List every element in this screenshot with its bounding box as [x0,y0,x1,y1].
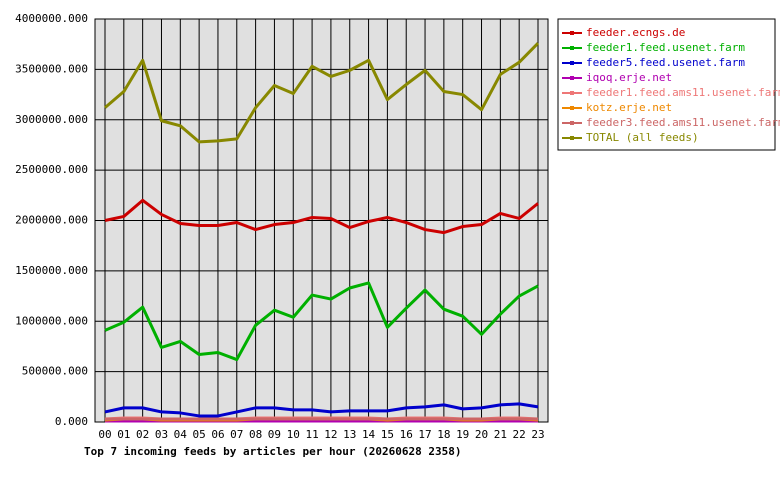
x-tick-label: 08 [249,428,262,441]
y-tick-label: 3500000.000 [15,62,88,75]
y-tick-label: 3000000.000 [15,113,88,126]
x-tick-label: 16 [400,428,413,441]
legend-label: feeder1.feed.usenet.farm [586,41,745,54]
x-tick-label: 06 [211,428,224,441]
x-tick-label: 07 [230,428,243,441]
legend-label: kotz.erje.net [586,101,672,114]
x-tick-label: 23 [531,428,544,441]
legend-marker [570,31,574,35]
legend-label: feeder5.feed.usenet.farm [586,56,745,69]
legend-label: iqoq.erje.net [586,71,672,84]
legend-marker [570,136,574,140]
x-tick-label: 21 [494,428,507,441]
y-tick-label: 0.000 [55,415,88,428]
x-tick-label: 09 [268,428,281,441]
x-tick-label: 02 [136,428,149,441]
x-tick-label: 20 [475,428,488,441]
legend-marker [570,91,574,95]
y-tick-label: 1000000.000 [15,314,88,327]
x-tick-label: 14 [362,428,376,441]
y-tick-label: 2500000.000 [15,163,88,176]
y-tick-label: 1500000.000 [15,264,88,277]
x-tick-label: 18 [437,428,450,441]
x-tick-label: 00 [98,428,111,441]
x-tick-label: 04 [174,428,188,441]
y-tick-label: 2000000.000 [15,214,88,227]
y-tick-label: 500000.000 [22,365,88,378]
x-tick-label: 13 [343,428,356,441]
legend-marker [570,76,574,80]
x-tick-label: 05 [193,428,206,441]
legend-label: TOTAL (all feeds) [586,131,699,144]
legend-label: feeder.ecngs.de [586,26,685,39]
legend-box [557,18,776,151]
series-line [104,281,539,362]
series-line [104,42,540,144]
x-tick-label: 15 [381,428,394,441]
legend-label: feeder3.feed.ams11.usenet.farm [586,116,780,129]
x-tick-label: 17 [418,428,431,441]
legend-marker [570,61,574,65]
y-tick-label: 4000000.000 [15,12,88,25]
x-tick-label: 10 [287,428,300,441]
x-tick-label: 22 [513,428,526,441]
x-tick-label: 11 [305,428,318,441]
x-tick-label: 03 [155,428,168,441]
legend-label: feeder1.feed.ams11.usenet.farm [586,86,780,99]
legend-marker [570,46,574,50]
series-line [104,198,539,235]
x-tick-label: 01 [117,428,130,441]
legend-marker [570,121,574,125]
series-line [104,402,539,418]
legend-marker [570,106,574,110]
x-tick-label: 19 [456,428,469,441]
chart-title: Top 7 incoming feeds by articles per hou… [84,445,462,458]
x-tick-label: 12 [324,428,337,441]
